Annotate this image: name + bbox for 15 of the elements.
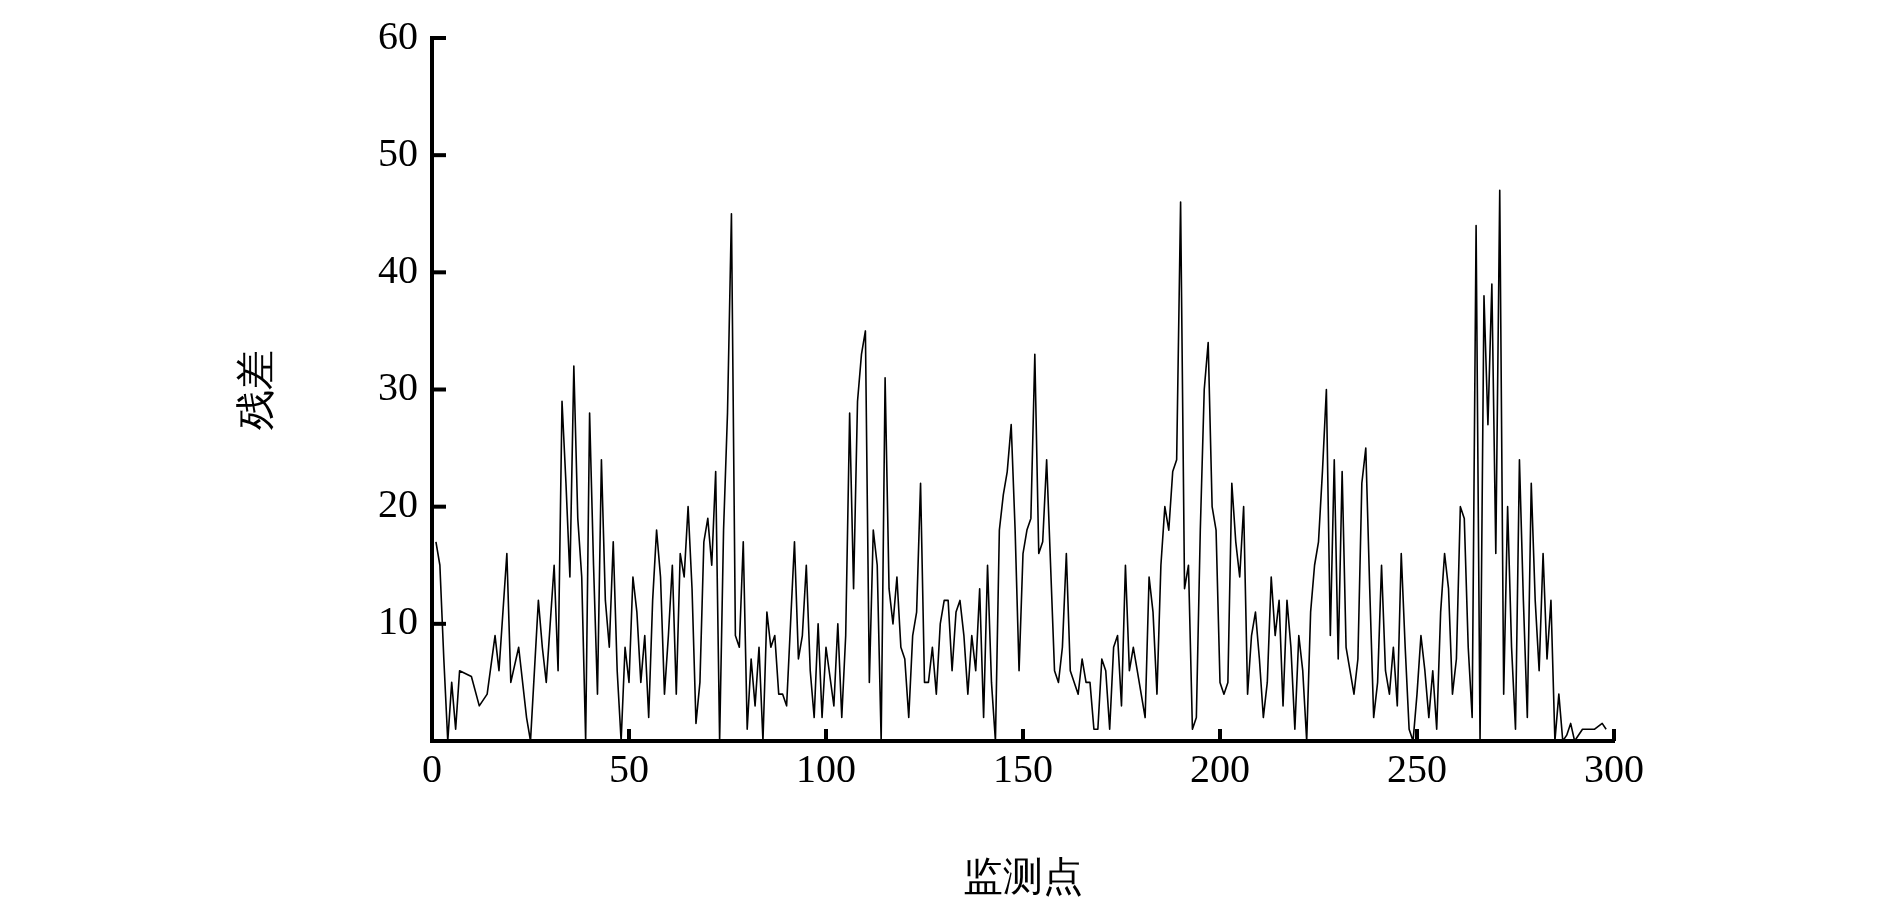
x-tick-label: 150 xyxy=(993,745,1053,791)
x-tick-label: 250 xyxy=(1387,745,1447,791)
y-tick-label: 30 xyxy=(378,364,418,409)
x-tick-label: 100 xyxy=(796,745,856,791)
y-tick-label: 50 xyxy=(378,129,418,175)
y-tick-label: 60 xyxy=(378,12,418,58)
y-tick-label: 10 xyxy=(378,598,418,644)
x-tick-label: 300 xyxy=(1584,745,1644,791)
x-tick-label: 50 xyxy=(609,745,649,791)
x-tick-label: 0 xyxy=(422,745,442,791)
x-tick-label: 200 xyxy=(1190,745,1250,791)
y-tick-label: 20 xyxy=(378,481,418,527)
y-axis-title: 残差 xyxy=(232,349,278,430)
y-tick-label: 40 xyxy=(378,246,418,292)
x-axis-title: 监测点 xyxy=(963,853,1083,899)
